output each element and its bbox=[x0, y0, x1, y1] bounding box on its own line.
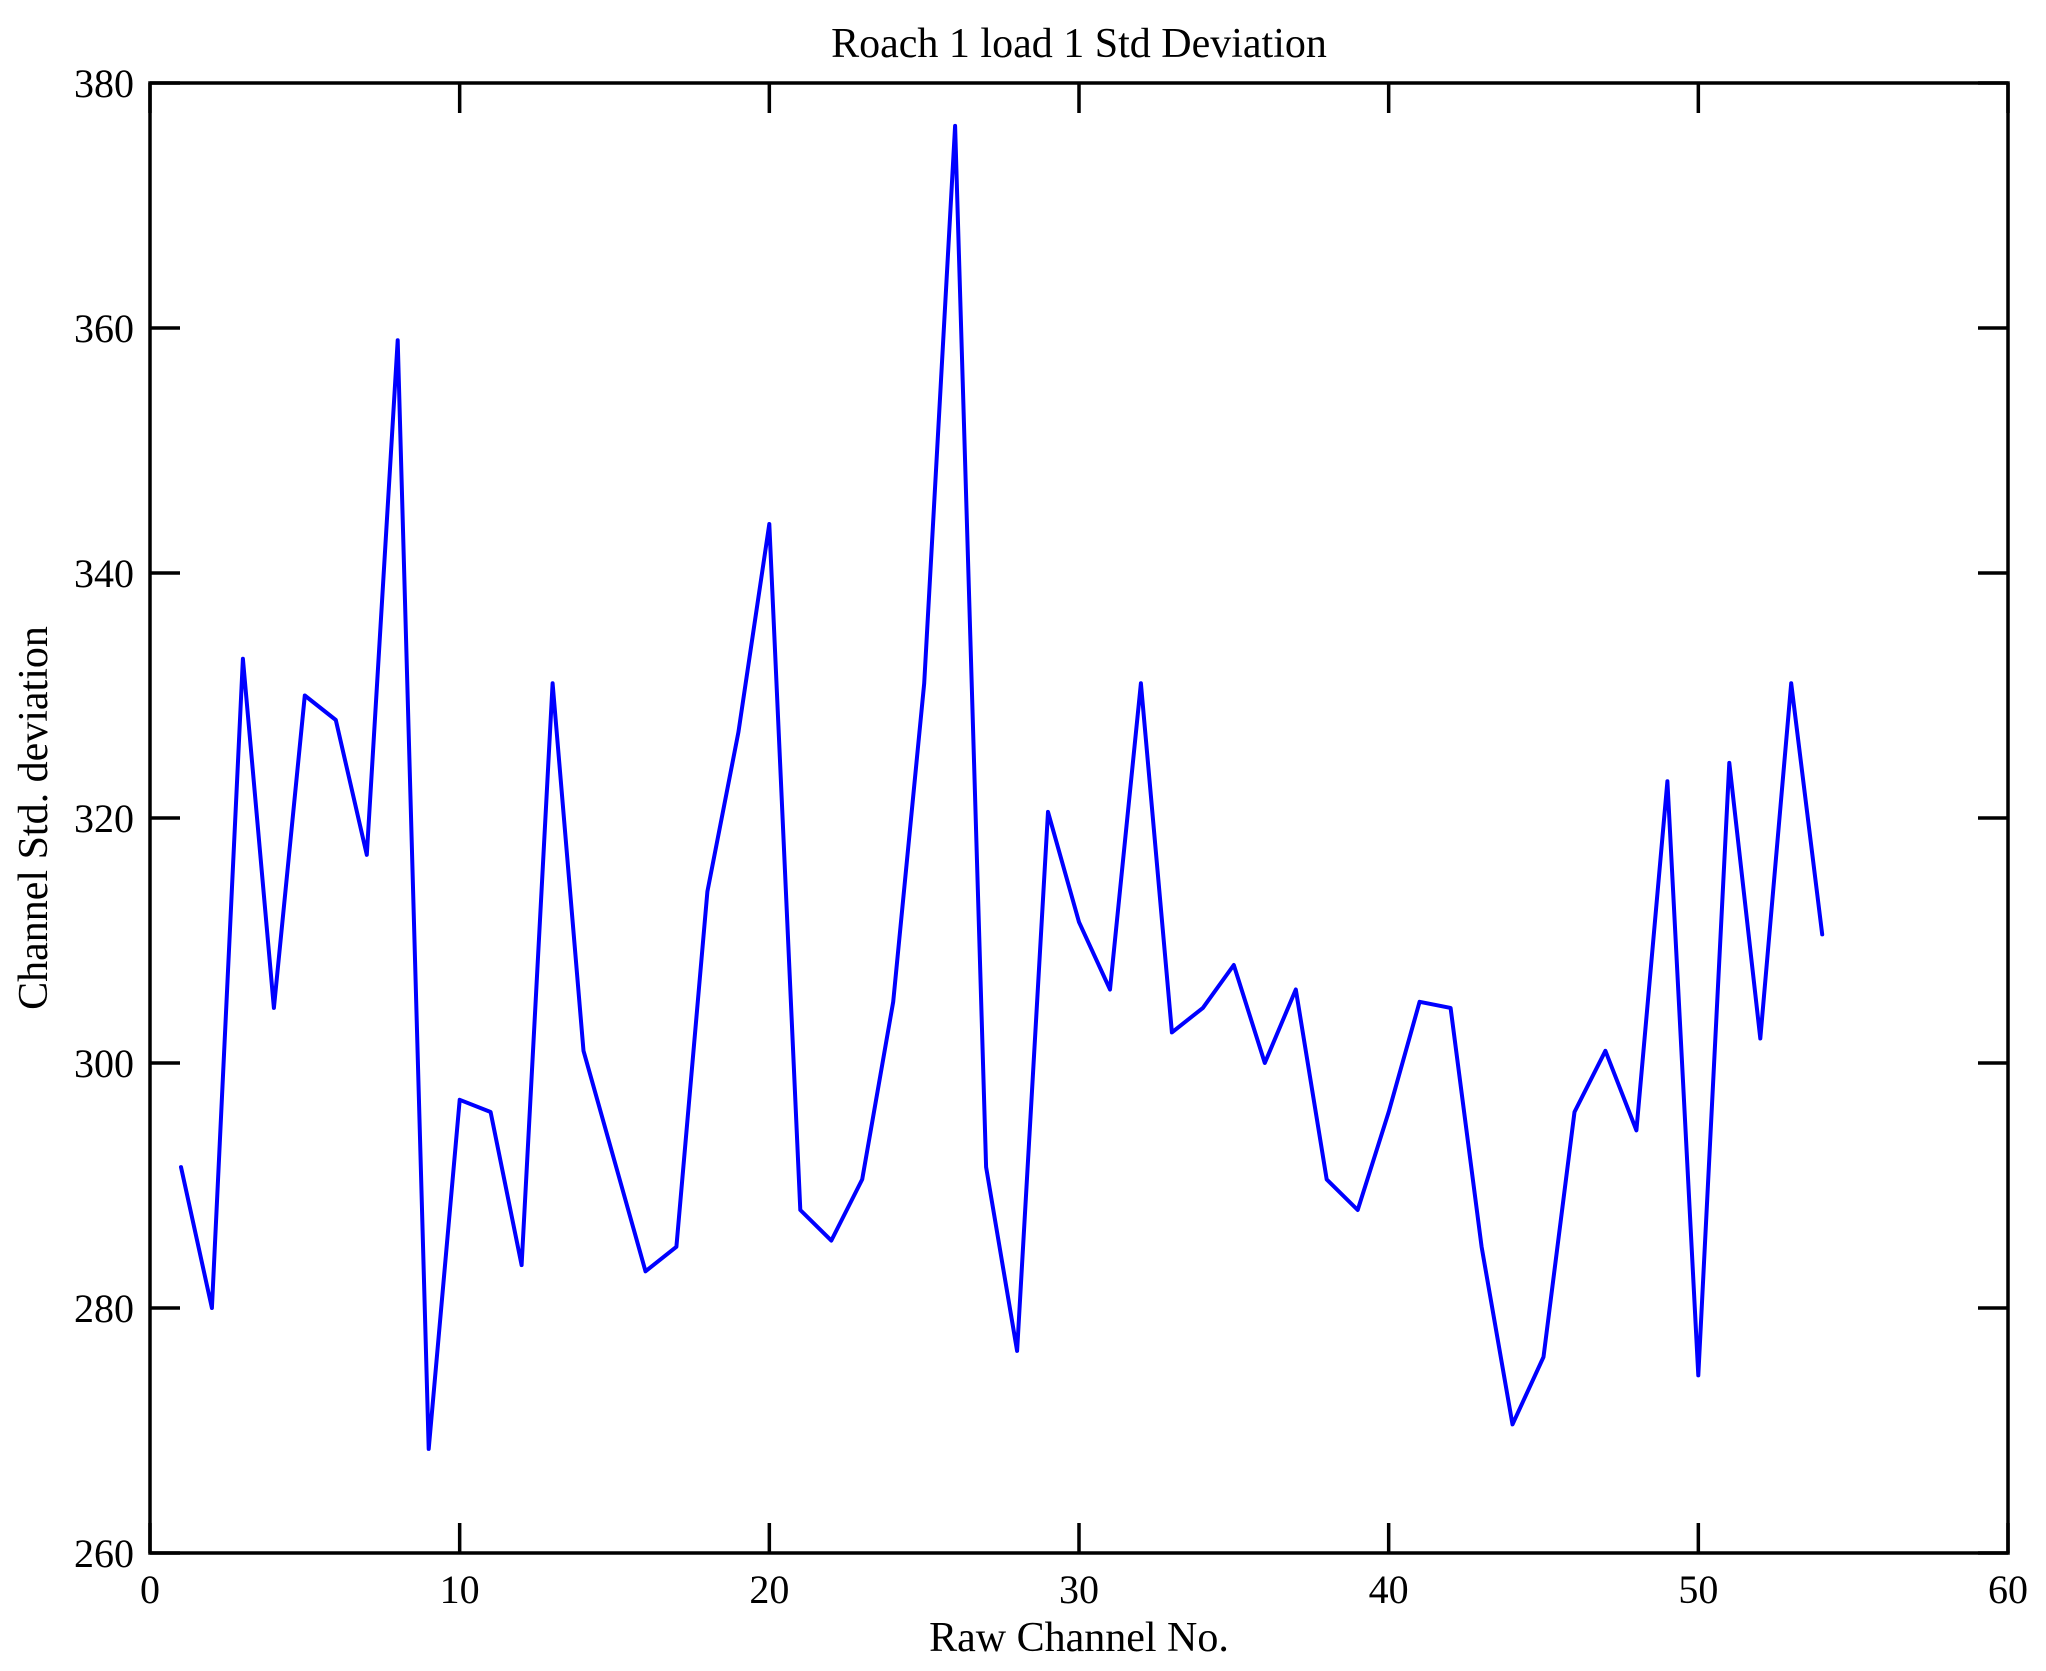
y-tick-label: 320 bbox=[74, 796, 134, 841]
y-tick-label: 280 bbox=[74, 1286, 134, 1331]
chart-title: Roach 1 load 1 Std Deviation bbox=[831, 21, 1327, 67]
y-tick-label: 360 bbox=[74, 306, 134, 351]
y-tick-label: 340 bbox=[74, 551, 134, 596]
x-tick-label: 0 bbox=[140, 1567, 160, 1612]
x-tick-label: 50 bbox=[1678, 1567, 1718, 1612]
x-tick-label: 30 bbox=[1059, 1567, 1099, 1612]
y-tick-label: 380 bbox=[74, 61, 134, 106]
x-tick-label: 40 bbox=[1369, 1567, 1409, 1612]
x-axis-label: Raw Channel No. bbox=[929, 1615, 1229, 1661]
y-tick-label: 260 bbox=[74, 1531, 134, 1576]
x-tick-label: 60 bbox=[1988, 1567, 2028, 1612]
x-tick-label: 10 bbox=[440, 1567, 480, 1612]
y-tick-label: 300 bbox=[74, 1041, 134, 1086]
data-line bbox=[179, 123, 1825, 1451]
x-tick-label: 20 bbox=[749, 1567, 789, 1612]
plot-box bbox=[148, 81, 2010, 1555]
